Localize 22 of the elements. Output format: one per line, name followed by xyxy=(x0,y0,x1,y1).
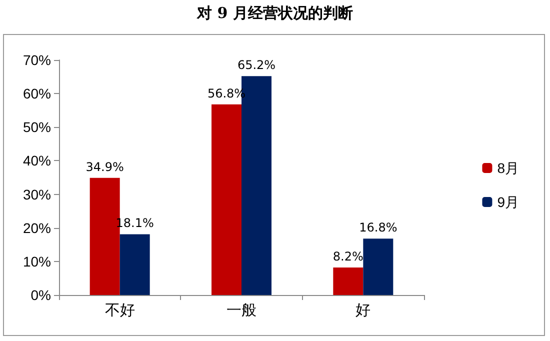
legend-label: 8月 xyxy=(497,160,520,176)
x-tick-label: 一般 xyxy=(226,302,256,319)
data-label: 34.9% xyxy=(86,160,124,174)
y-tick-label: 30% xyxy=(22,186,51,202)
data-label: 8.2% xyxy=(332,249,364,264)
y-tick-label: 40% xyxy=(22,152,51,169)
y-tick-label: 70% xyxy=(22,52,51,68)
data-label: 16.8% xyxy=(359,220,398,235)
y-tick-label: 20% xyxy=(22,220,51,236)
chart-title: 对 9 月经营状况的判断 xyxy=(196,4,354,23)
bar xyxy=(120,234,150,295)
data-label: 65.2% xyxy=(237,58,276,72)
y-tick-label: 50% xyxy=(22,119,51,136)
legend-label: 9月 xyxy=(497,194,520,210)
y-tick-label: 0% xyxy=(30,287,51,303)
bar xyxy=(333,267,364,295)
bar xyxy=(363,238,394,295)
y-tick-label: 60% xyxy=(22,86,51,102)
x-tick-label: 不好 xyxy=(104,302,135,319)
y-tick-label: 10% xyxy=(22,253,51,270)
bar xyxy=(212,104,242,295)
x-tick-label: 好 xyxy=(356,302,371,319)
